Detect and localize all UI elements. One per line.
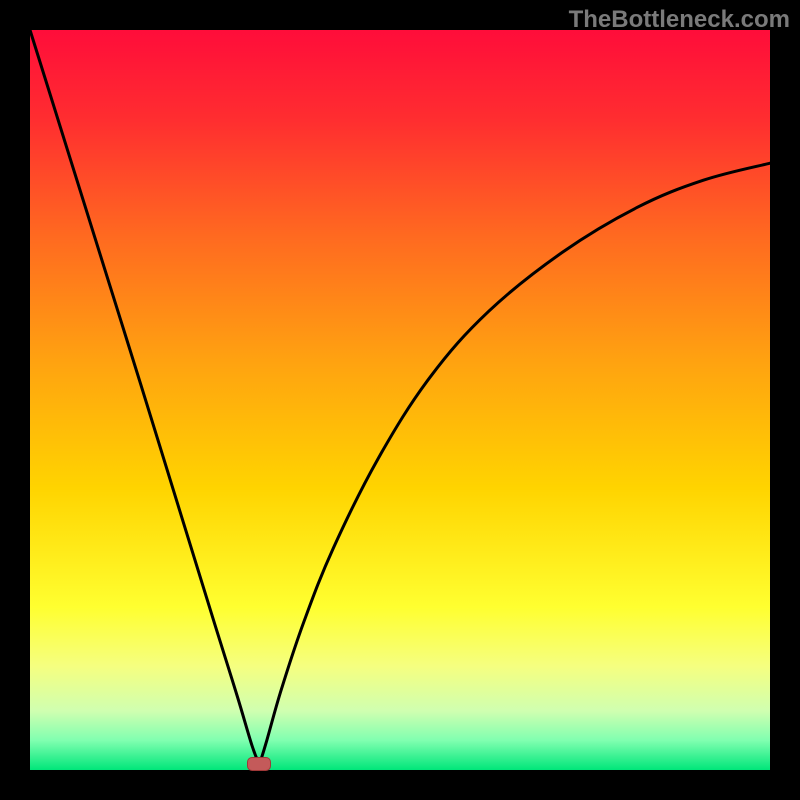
watermark-label: TheBottleneck.com [569,6,790,34]
minimum-marker [247,757,271,771]
curve-right-branch [259,163,770,765]
bottleneck-curve [30,30,770,770]
plot-area [30,30,770,770]
curve-left-branch [30,30,259,765]
chart-canvas: TheBottleneck.com [0,0,800,800]
